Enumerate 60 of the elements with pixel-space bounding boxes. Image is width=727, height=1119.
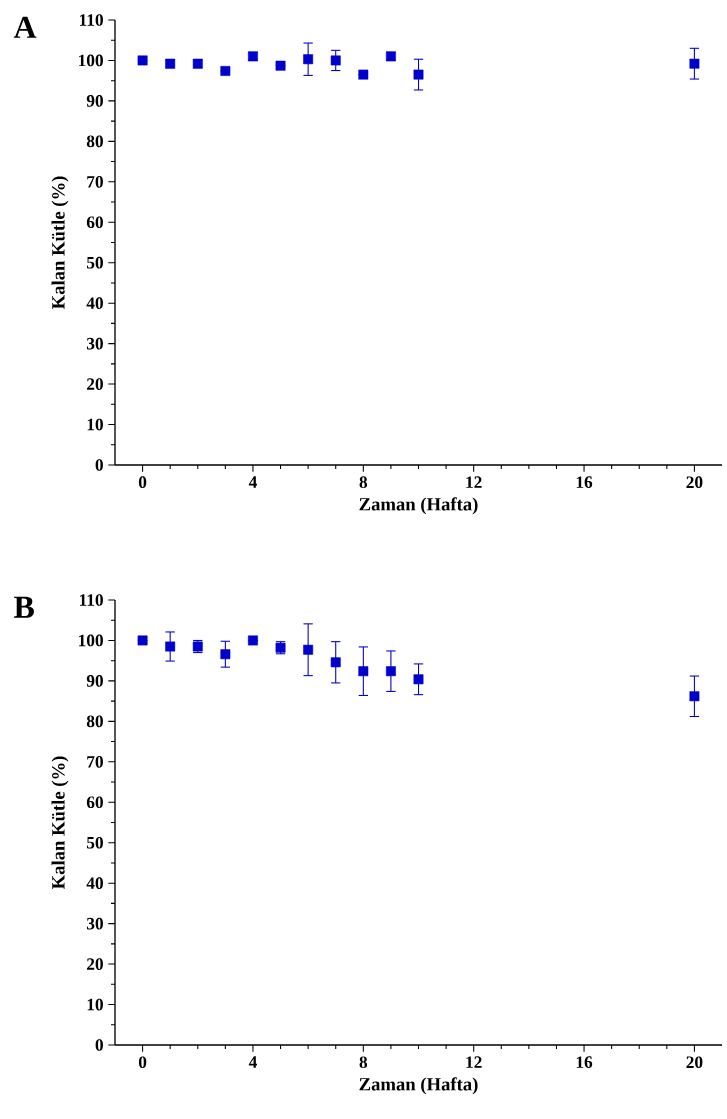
y-tick-label: 80 bbox=[86, 135, 103, 148]
y-tick-label: 0 bbox=[95, 459, 103, 471]
x-tick-label: 0 bbox=[138, 476, 147, 489]
y-tick-label: 90 bbox=[86, 95, 103, 107]
x-tick-label: 20 bbox=[686, 476, 703, 489]
point bbox=[220, 649, 231, 660]
x-tick-label: 16 bbox=[576, 1056, 593, 1069]
y-tick-label: 30 bbox=[86, 337, 103, 350]
y-tick-label: 40 bbox=[86, 877, 103, 890]
y-tick-label: 60 bbox=[86, 216, 103, 229]
point bbox=[689, 691, 700, 702]
x-tick-label: 4 bbox=[248, 476, 257, 488]
point bbox=[220, 66, 231, 76]
point bbox=[303, 54, 314, 65]
x-tick-label: 4 bbox=[248, 1056, 257, 1068]
y-tick-label: 20 bbox=[87, 958, 103, 970]
y-tick-label: 40 bbox=[86, 297, 103, 310]
point bbox=[330, 55, 341, 66]
x-tick-label: 20 bbox=[686, 1056, 703, 1069]
y-tick-label: 60 bbox=[86, 796, 103, 809]
y-axis-title: Kalan Kütle (%) bbox=[51, 176, 69, 310]
y-tick-label: 100 bbox=[79, 634, 103, 647]
x-tick-label: 12 bbox=[466, 476, 482, 488]
y-tick-label: 50 bbox=[86, 256, 103, 269]
y-tick-label: 0 bbox=[95, 1039, 103, 1051]
point bbox=[275, 60, 286, 71]
chart-title: A bbox=[13, 16, 37, 38]
point bbox=[413, 674, 424, 685]
point bbox=[689, 58, 700, 69]
y-tick-label: 10 bbox=[87, 418, 103, 431]
point bbox=[137, 55, 148, 66]
y-tick-label: 90 bbox=[86, 675, 103, 687]
y-tick-label: 110 bbox=[79, 594, 103, 606]
y-tick-label: 80 bbox=[86, 715, 103, 728]
x-tick-label: 8 bbox=[359, 1056, 368, 1069]
point bbox=[413, 69, 424, 80]
point bbox=[303, 644, 314, 655]
x-tick-label: 12 bbox=[466, 1056, 482, 1068]
y-tick-label: 100 bbox=[79, 54, 103, 67]
x-axis-title: Zaman (Hafta) bbox=[359, 1077, 478, 1095]
x-tick-label: 8 bbox=[359, 476, 368, 489]
point bbox=[385, 666, 396, 677]
x-tick-label: 16 bbox=[576, 476, 593, 489]
point bbox=[358, 69, 369, 80]
point bbox=[358, 666, 369, 677]
y-tick-label: 20 bbox=[87, 378, 103, 390]
y-tick-label: 30 bbox=[86, 917, 103, 930]
y-tick-label: 70 bbox=[87, 175, 103, 188]
y-axis-title: Kalan Kütle (%) bbox=[51, 756, 69, 890]
y-tick-label: 50 bbox=[86, 836, 103, 849]
point bbox=[248, 635, 258, 646]
y-tick-label: 110 bbox=[79, 14, 103, 26]
point bbox=[137, 635, 148, 646]
y-tick-label: 10 bbox=[87, 998, 103, 1011]
point bbox=[330, 657, 341, 668]
chart-title: B bbox=[14, 596, 34, 618]
x-tick-label: 0 bbox=[138, 1056, 147, 1069]
y-tick-label: 70 bbox=[87, 755, 103, 768]
x-axis-title: Zaman (Hafta) bbox=[359, 497, 478, 515]
point bbox=[165, 641, 176, 652]
